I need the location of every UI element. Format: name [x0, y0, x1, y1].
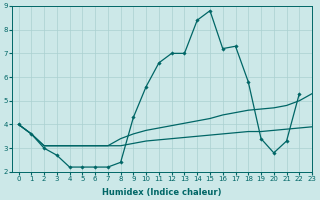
X-axis label: Humidex (Indice chaleur): Humidex (Indice chaleur) [102, 188, 222, 197]
